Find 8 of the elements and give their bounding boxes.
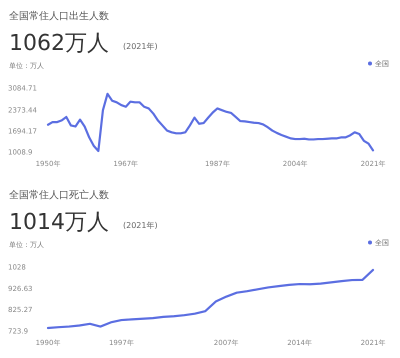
line-series [46, 268, 374, 330]
chart-subtitle: 1014万人 [9, 210, 109, 235]
text: (2021年) [123, 221, 158, 230]
chart-subtitle: 1062万人 [9, 31, 109, 56]
chart-title: 全国常住人口死亡人数 [9, 189, 109, 201]
chart-title: 全国常住人口出生人数 [9, 10, 109, 22]
line-series [46, 92, 374, 152]
text: (2021年) [123, 42, 158, 51]
